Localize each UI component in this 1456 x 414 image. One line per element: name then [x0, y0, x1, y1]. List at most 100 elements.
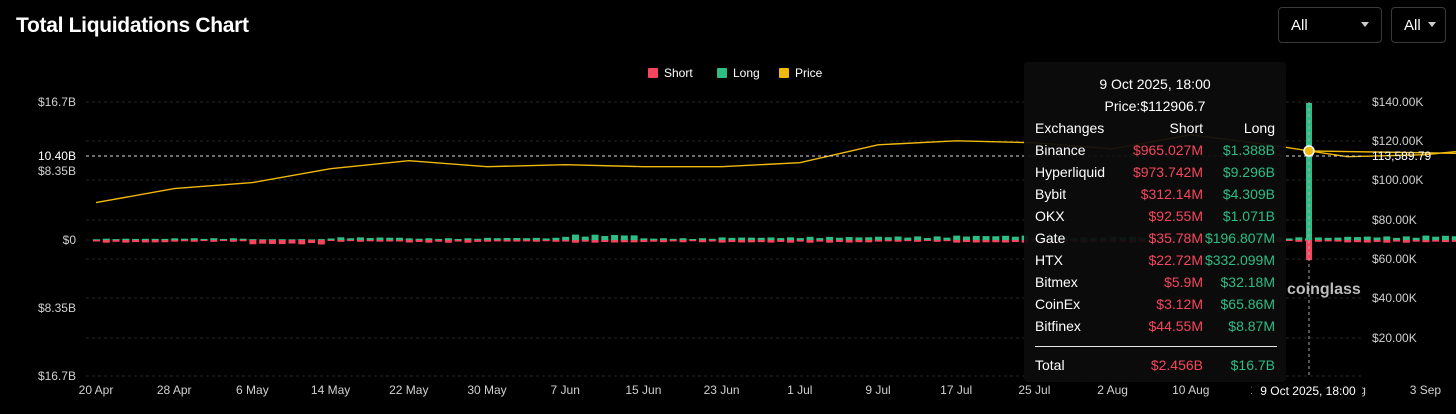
short-bar [1432, 240, 1440, 242]
long-bar [317, 239, 325, 240]
y-right-tick-label: $40.00K [1372, 291, 1417, 305]
short-bar [904, 240, 912, 242]
tooltip-long-value: $4.309B [1222, 186, 1275, 202]
long-bar [787, 237, 795, 240]
long-bar [1451, 236, 1456, 240]
tooltip-exchange-name: CoinEx [1035, 296, 1081, 312]
x-tick-label: 7 Jun [551, 383, 580, 397]
long-bar [611, 234, 619, 240]
short-bar [630, 240, 638, 243]
long-bar [1334, 237, 1342, 240]
long-bar [992, 236, 1000, 240]
long-bar [132, 238, 140, 240]
short-bar [327, 240, 335, 242]
long-bar [1402, 236, 1410, 240]
y-right-tick-label: $80.00K [1372, 213, 1417, 227]
short-bar [474, 240, 482, 242]
long-bar [239, 238, 247, 240]
short-bar [523, 240, 531, 242]
short-bar [102, 240, 110, 243]
short-bar [396, 240, 404, 242]
legend-label: Long [733, 66, 760, 80]
short-bar [171, 240, 179, 242]
long-bar [620, 235, 628, 240]
short-bar [1402, 240, 1410, 243]
short-bar [220, 240, 228, 242]
short-bar [1002, 240, 1010, 243]
long-bar [1324, 237, 1332, 240]
tooltip-long-value: $1.388B [1222, 142, 1275, 158]
short-bar [1344, 240, 1352, 243]
tooltip-long-value: $1.071B [1222, 208, 1275, 224]
short-bar [884, 240, 892, 242]
short-bar [591, 240, 599, 243]
x-tick-label: 30 May [467, 383, 506, 397]
tooltip-long-value: $32.18M [1220, 274, 1275, 290]
short-bar [200, 240, 208, 242]
tooltip-short-value: $92.55M [1148, 208, 1203, 224]
long-bar [210, 238, 218, 240]
tooltip-total-row: Total $2.456B $16.7B [1035, 357, 1275, 377]
short-bar [747, 240, 755, 243]
short-bar [640, 240, 648, 243]
short-bar [454, 240, 462, 242]
price-line [95, 134, 1456, 204]
short-bar [728, 240, 736, 243]
tooltip-total-label: Total [1035, 357, 1065, 373]
short-bar [542, 240, 550, 242]
short-bar [259, 240, 267, 244]
tooltip-row: CoinEx $3.12M $65.86M [1035, 296, 1275, 316]
x-tick-label: 25 Jul [1018, 383, 1050, 397]
exchange-select[interactable]: All [1391, 7, 1446, 43]
y-left-tick-label: $16.7B [38, 95, 76, 109]
x-tick-label: 10 Aug [1172, 383, 1209, 397]
short-bar [601, 240, 609, 242]
short-bar [366, 240, 374, 242]
short-bar [1353, 240, 1361, 243]
short-bar [816, 240, 824, 242]
short-bar [552, 240, 560, 242]
tooltip-header-short: Short [1169, 120, 1203, 136]
long-bar [474, 238, 482, 240]
short-bar [141, 240, 149, 243]
long-bar [435, 238, 443, 240]
long-bar [200, 238, 208, 240]
tooltip-row: Gate $35.78M $196.807M [1035, 230, 1275, 250]
long-bar [1422, 235, 1430, 240]
tooltip-short-value: $5.9M [1164, 274, 1203, 290]
tooltip-exchange-name: Gate [1035, 230, 1066, 246]
exchange-select-value: All [1404, 16, 1421, 34]
long-bar [308, 239, 316, 240]
crosshair-left-label: 10.40B [38, 149, 76, 163]
range-select[interactable]: All [1278, 7, 1382, 43]
long-bar [1306, 103, 1312, 240]
tooltip-row: Binance $965.027M $1.388B [1035, 142, 1275, 162]
short-bar [1306, 240, 1312, 261]
x-tick-label: 17 Jul [940, 383, 972, 397]
short-bar [503, 240, 511, 242]
long-bar [425, 238, 433, 240]
tooltip-header-long: Long [1243, 120, 1275, 136]
tooltip-row: OKX $92.55M $1.071B [1035, 208, 1275, 228]
tooltip-short-value: $44.55M [1148, 318, 1203, 334]
long-bar [826, 236, 834, 240]
y-left-tick-label: $16.7B [38, 369, 76, 383]
short-bar [953, 240, 961, 243]
short-bar [835, 240, 843, 242]
short-bar [425, 240, 433, 243]
long-bar [640, 238, 648, 240]
long-bar [298, 239, 306, 240]
short-bar [689, 240, 697, 242]
short-bar [1011, 240, 1019, 242]
long-bar [523, 238, 531, 240]
tooltip-price: Price:$112906.7 [1104, 98, 1206, 114]
short-bar [298, 240, 306, 245]
long-bar [366, 237, 374, 240]
long-bar [845, 237, 853, 240]
long-bar [708, 238, 716, 240]
short-bar [1295, 240, 1303, 242]
tooltip-row: Hyperliquid $973.742M $9.296B [1035, 164, 1275, 184]
long-bar [1432, 236, 1440, 240]
short-bar [972, 240, 980, 243]
